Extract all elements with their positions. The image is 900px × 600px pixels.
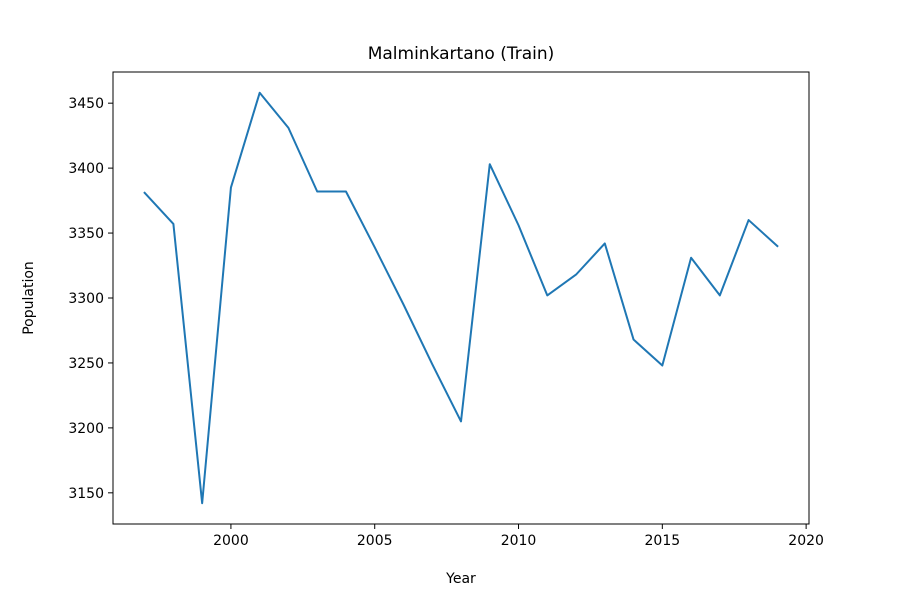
y-axis: 3150 3200 3250 3300 3350 3400 3450 (68, 96, 113, 502)
chart-title: Malminkartano (Train) (368, 44, 555, 64)
x-tick-label: 2010 (501, 533, 537, 549)
series-layer (143, 91, 779, 505)
y-tick-label: 3200 (68, 421, 104, 437)
x-axis-label: Year (445, 571, 476, 587)
x-tick-label: 2015 (645, 533, 681, 549)
y-tick-label: 3150 (68, 486, 104, 502)
y-tick-label: 3400 (68, 161, 104, 177)
y-axis-label: Population (21, 261, 37, 335)
x-tick-label: 2020 (788, 533, 824, 549)
x-tick-label: 2005 (357, 533, 393, 549)
y-tick-label: 3350 (68, 226, 104, 242)
y-tick-label: 3450 (68, 96, 104, 112)
y-tick-label: 3250 (68, 356, 104, 372)
x-tick-label: 2000 (213, 533, 249, 549)
plot-frame (112, 71, 810, 525)
y-tick-label: 3300 (68, 291, 104, 307)
x-axis: 2000 2005 2010 2015 2020 (213, 524, 824, 549)
